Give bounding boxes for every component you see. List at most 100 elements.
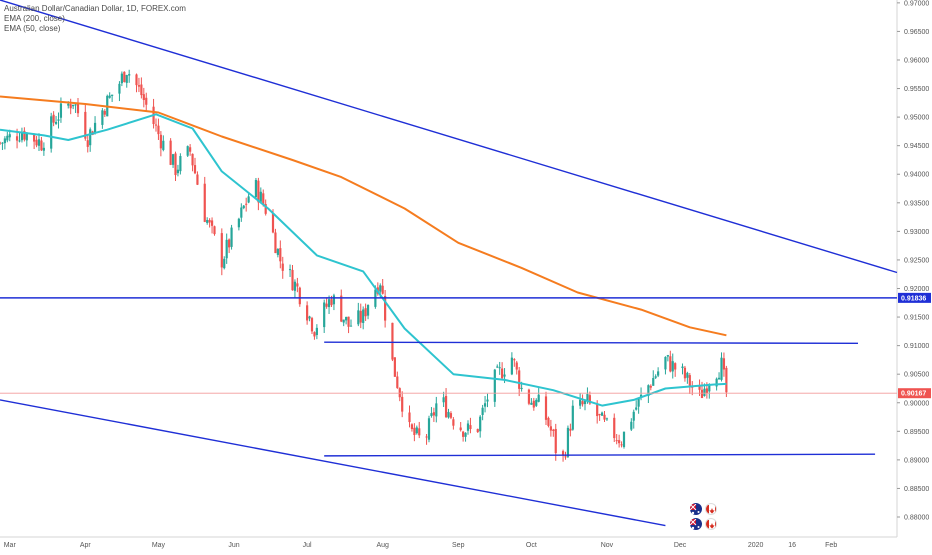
trendline-support[interactable] — [324, 453, 876, 457]
candle-up — [259, 191, 262, 202]
candle-down — [549, 426, 552, 431]
candle-down — [154, 124, 158, 126]
y-axis-tick-label: 0.96000 — [904, 57, 929, 64]
candle-up — [566, 427, 570, 457]
candle-up — [498, 367, 501, 369]
candle-down — [401, 396, 404, 412]
candle-down — [40, 140, 43, 151]
candle-up — [447, 411, 450, 418]
candle-down — [513, 359, 516, 361]
candle-down — [476, 429, 479, 433]
trendline-lower-descending[interactable] — [0, 399, 666, 527]
candle-up — [225, 239, 228, 259]
candle-down — [515, 362, 518, 370]
candle-up — [342, 319, 345, 323]
candle-up — [442, 397, 445, 403]
candle-up — [503, 374, 506, 377]
candle-up — [664, 356, 667, 370]
candle-down — [281, 263, 284, 271]
canada-flag-icon[interactable] — [705, 503, 717, 515]
candle-up — [20, 133, 24, 141]
candle-up — [510, 357, 513, 375]
y-axis-tick-label: 0.90500 — [904, 372, 929, 379]
candle-up — [415, 427, 418, 434]
candle-down — [174, 153, 177, 176]
candle-down — [298, 287, 301, 305]
candle-down — [213, 226, 216, 235]
y-axis-tick-label: 0.89000 — [904, 457, 929, 464]
candle-up — [8, 134, 11, 138]
candle-up — [466, 423, 470, 431]
candle-down — [588, 395, 591, 404]
candle-down — [452, 419, 455, 426]
ema50-line — [0, 113, 727, 407]
candle-down — [103, 110, 106, 115]
candle-up — [657, 371, 660, 376]
candle-down — [700, 389, 704, 398]
candle-down — [306, 305, 309, 321]
candle-up — [530, 402, 533, 405]
y-axis-tick-label: 0.95500 — [904, 86, 929, 93]
x-axis-tick-label: Apr — [80, 542, 92, 549]
candle-down — [688, 375, 691, 388]
candle-down — [669, 356, 672, 372]
candle-down — [698, 385, 701, 390]
candle-up — [179, 156, 182, 172]
candle-down — [208, 220, 211, 223]
candle-down — [313, 332, 316, 337]
candle-up — [681, 366, 684, 369]
candle-down — [596, 403, 599, 417]
candle-down — [86, 140, 89, 147]
australia-flag-icon[interactable] — [690, 503, 702, 515]
candle-up — [520, 387, 523, 389]
candle-up — [481, 407, 484, 415]
candle-down — [145, 97, 148, 105]
candle-down — [408, 412, 411, 423]
candle-up — [708, 385, 711, 392]
candle-down — [418, 428, 421, 436]
candle-down — [561, 451, 565, 456]
candle-down — [444, 395, 448, 418]
candle-up — [171, 154, 175, 165]
candle-down — [649, 385, 652, 388]
candle-up — [362, 309, 365, 323]
candle-up — [493, 369, 496, 402]
candle-up — [703, 388, 706, 397]
trendline-upper-descending[interactable] — [0, 0, 898, 274]
candle-down — [296, 283, 299, 287]
candle-down — [398, 388, 401, 398]
candle-down — [189, 147, 192, 152]
candle-down — [169, 140, 172, 165]
x-axis-tick-label: May — [152, 542, 166, 549]
candle-up — [637, 398, 640, 407]
candle-down — [69, 104, 72, 109]
ema200-line — [0, 95, 727, 337]
australia-flag-icon[interactable] — [690, 518, 702, 530]
candle-up — [93, 122, 97, 134]
candle-down — [23, 130, 26, 140]
candle-down — [449, 413, 453, 418]
candle-down — [15, 136, 19, 141]
candle-up — [639, 394, 643, 398]
x-axis-tick-label: Oct — [526, 542, 537, 549]
canada-flag-icon[interactable] — [705, 518, 717, 530]
candle-down — [142, 94, 145, 101]
y-axis-tick-label: 0.97000 — [904, 0, 929, 7]
level-price-label: 0.91836 — [901, 295, 926, 302]
ema200-legend-label: EMA (200, close) — [4, 14, 65, 23]
candle-up — [42, 147, 45, 151]
candle-down — [123, 71, 126, 83]
y-axis-tick-label: 0.88500 — [904, 486, 929, 493]
candle-up — [349, 325, 353, 327]
candle-down — [518, 370, 521, 389]
candle-down — [547, 417, 550, 426]
x-axis-tick-label: 2020 — [748, 542, 764, 549]
candle-down — [413, 427, 416, 436]
candle-up — [430, 413, 433, 417]
trendline-resistance[interactable] — [324, 341, 859, 345]
candle-up — [276, 248, 279, 255]
candle-up — [125, 75, 128, 83]
candle-down — [722, 358, 726, 370]
